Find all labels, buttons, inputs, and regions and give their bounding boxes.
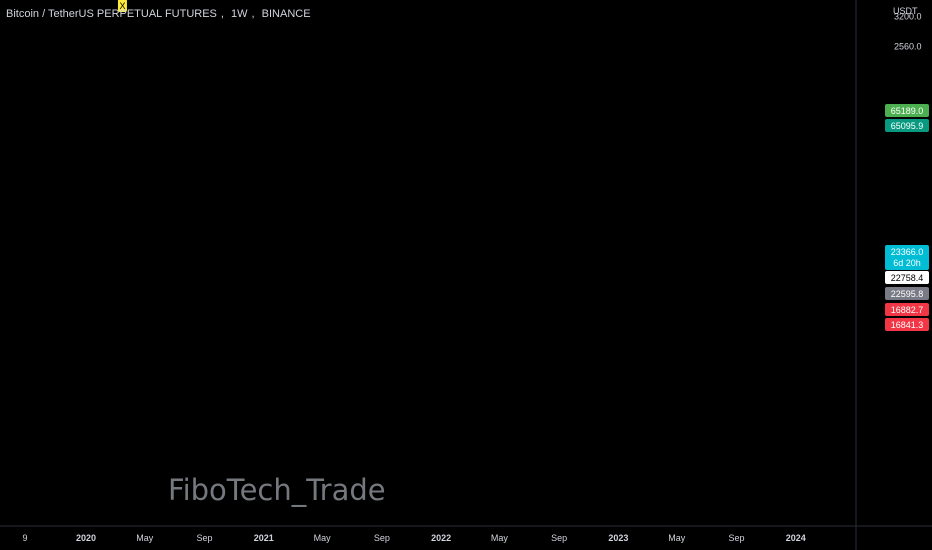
time-tick-12: Sep [728,533,744,543]
price-tag-5 [885,271,929,284]
exchange: BINANCE [261,8,311,20]
time-tick-11: May [668,533,686,543]
time-tick-6: Sep [374,533,390,543]
time-tick-0: 9 [22,533,27,543]
interval[interactable]: 1W [231,8,248,20]
chart-header: Bitcoin / TetherUS PERPETUAL FUTURES, 1W… [6,8,311,20]
time-tick-8: May [491,533,509,543]
price-tag-label-8: 16841.3 [891,320,924,330]
price-tag-label-1: 65189.0 [891,106,924,116]
price-tag-2 [885,119,929,132]
time-tick-5: May [314,533,332,543]
time-tick-10: 2023 [608,533,628,543]
price-tag-label-4: 23366.0 [891,247,924,257]
time-tick-2: May [136,533,154,543]
price-tag-4 [885,245,929,270]
price-axis-unit: USDT [893,6,918,16]
point-badge-x-0 [117,0,127,13]
price-tick-11: 2560.0 [894,42,922,52]
time-tick-3: Sep [197,533,213,543]
price-tag-8 [885,318,929,331]
price-tick-10: 3200.0 [894,12,922,22]
watermark: FiboTech_Trade [168,473,386,507]
time-tick-4: 2021 [254,533,274,543]
symbol-name: Bitcoin / TetherUS PERPETUAL FUTURES [6,8,217,20]
time-tick-13: 2024 [786,533,806,543]
price-tag-1 [885,104,929,117]
price-tag-7 [885,303,929,316]
time-tick-9: Sep [551,533,567,543]
time-tick-7: 2022 [431,533,451,543]
price-tag-label-5: 22758.4 [891,273,924,283]
time-tick-1: 2020 [76,533,96,543]
point-label-0: X [119,1,125,11]
price-tag-label-2: 65095.9 [891,121,924,131]
price-tag-countdown: 6d 20h [893,258,921,268]
price-tag-label-7: 16882.7 [891,305,924,315]
price-tag-6 [885,287,929,300]
harmonic-pattern: XAXABCD0.5940.7710.671.1331.2440.855 [117,0,127,13]
price-tag-label-6: 22595.8 [891,289,924,299]
